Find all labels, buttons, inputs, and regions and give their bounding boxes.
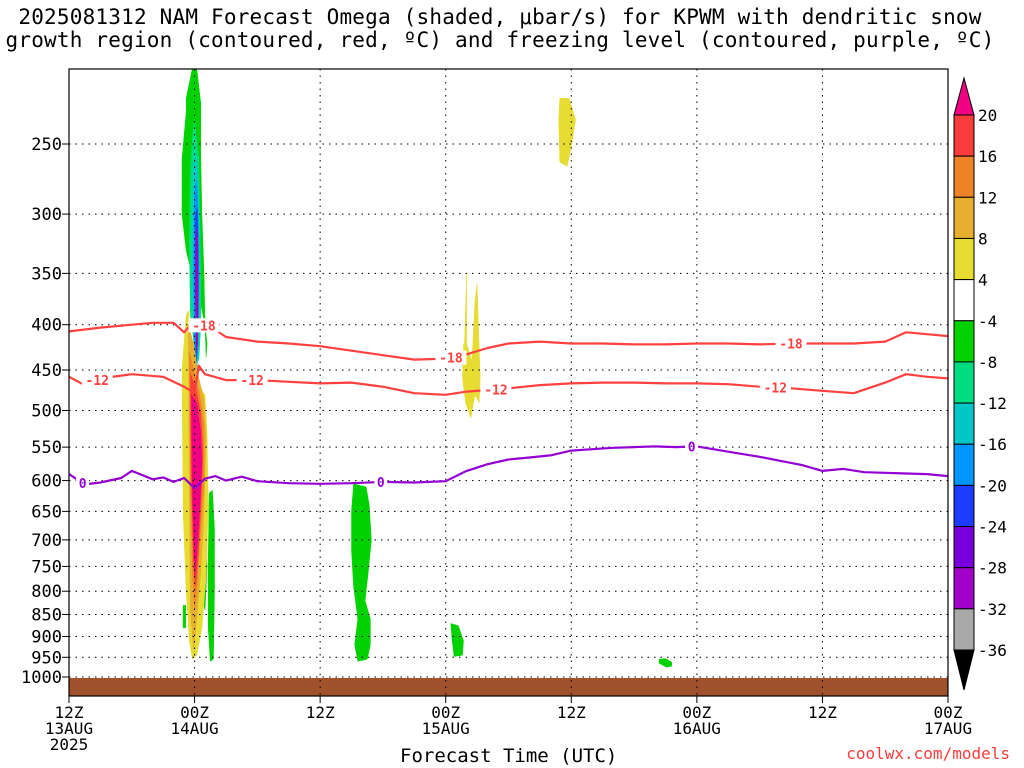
y-tick-label-550: 550 <box>31 438 62 458</box>
colorbar-segment-1 <box>954 156 974 197</box>
x-tick-label-36-1: 15AUG <box>422 719 470 738</box>
colorbar-label-12: -32 <box>978 600 1007 619</box>
omega-region-11 <box>659 659 672 668</box>
x-tick-label-48-0: 12Z <box>557 703 586 722</box>
contour-label--12-0: -12 <box>86 374 109 389</box>
omega-region-9 <box>352 484 372 662</box>
y-tick-label-700: 700 <box>31 531 62 551</box>
omega-region-10 <box>451 624 464 657</box>
contour-label-0-0: 0 <box>79 477 87 492</box>
contour-label--12-3: -12 <box>764 382 787 397</box>
y-axis: 2503003504004505005506006507007508008509… <box>21 135 69 688</box>
y-tick-label-800: 800 <box>31 582 62 602</box>
colorbar-label-13: -36 <box>978 641 1007 660</box>
x-tick-label-84-1: 17AUG <box>924 719 972 738</box>
colorbar-label-9: -20 <box>978 476 1007 495</box>
colorbar-label-10: -24 <box>978 518 1007 537</box>
y-tick-label-1000: 1000 <box>21 668 62 688</box>
colorbar-segment-9 <box>954 485 974 526</box>
y-tick-label-350: 350 <box>31 264 62 284</box>
omega-time-height-chart: -18-18-18-12 -12-12 -120 00 250300350400450… <box>0 0 1024 768</box>
contour-label-0-2: 0 <box>688 441 696 456</box>
credit-link[interactable]: coolwx.com/models <box>846 744 1010 763</box>
omega-region-6 <box>208 490 214 661</box>
omega-region-14 <box>559 98 576 166</box>
omega-region-8 <box>183 605 186 628</box>
colorbar-label-0: 20 <box>978 106 997 125</box>
colorbar-segment-0 <box>954 115 974 156</box>
contour-label--18-0: -18 <box>192 319 216 334</box>
y-tick-label-600: 600 <box>31 472 62 492</box>
colorbar-top-arrow <box>954 78 974 115</box>
colorbar-segment-12 <box>954 609 974 650</box>
y-tick-label-300: 300 <box>31 205 62 225</box>
colorbar-segment-8 <box>954 444 974 485</box>
y-tick-label-500: 500 <box>31 402 62 422</box>
x-tick-label-0-2: 2025 <box>50 735 89 754</box>
colorbar-segment-10 <box>954 527 974 568</box>
colorbar-label-8: -16 <box>978 435 1007 454</box>
colorbar-label-3: 8 <box>978 229 988 248</box>
colorbar-label-5: -4 <box>978 312 997 331</box>
y-tick-label-250: 250 <box>31 135 62 155</box>
omega-shading <box>182 68 672 668</box>
colorbar: 20 16 12 8 4 -4 -8 -12 -16 -20 -24 -28 -32 -36 <box>954 78 1007 690</box>
colorbar-label-1: 16 <box>978 147 997 166</box>
y-tick-label-850: 850 <box>31 606 62 626</box>
omega-region-13 <box>463 273 481 418</box>
ground-fill <box>69 678 948 696</box>
y-tick-label-400: 400 <box>31 316 62 336</box>
x-axis-title: Forecast Time (UTC) <box>400 745 617 767</box>
colorbar-bottom-arrow <box>954 650 974 690</box>
contour-label--12-1: -12 <box>240 374 263 389</box>
x-tick-label-24-0: 12Z <box>306 703 335 722</box>
contour-label--18-2: -18 <box>779 337 803 352</box>
colorbar-label-11: -28 <box>978 559 1007 578</box>
y-tick-label-650: 650 <box>31 502 62 522</box>
colorbar-segment-7 <box>954 403 974 444</box>
colorbar-segment-3 <box>954 238 974 279</box>
colorbar-label-4: 4 <box>978 271 988 290</box>
colorbar-segment-2 <box>954 197 974 238</box>
colorbar-segment-11 <box>954 568 974 609</box>
contour-label--18-1: -18 <box>439 352 463 367</box>
y-tick-label-750: 750 <box>31 557 62 577</box>
x-tick-label-72-0: 12Z <box>808 703 837 722</box>
colorbar-segment-6 <box>954 362 974 403</box>
y-tick-label-450: 450 <box>31 361 62 381</box>
colorbar-label-6: -8 <box>978 353 997 372</box>
colorbar-label-7: -12 <box>978 394 1007 413</box>
x-tick-label-12-1: 14AUG <box>170 719 218 738</box>
contour-label-0-1: 0 <box>377 476 385 491</box>
y-tick-label-900: 900 <box>31 627 62 647</box>
contour-label--12-2: -12 <box>484 383 507 398</box>
colorbar-segment-5 <box>954 321 974 362</box>
y-tick-label-950: 950 <box>31 648 62 668</box>
colorbar-segment-4 <box>954 280 974 321</box>
x-tick-label-60-1: 16AUG <box>673 719 721 738</box>
colorbar-label-2: 12 <box>978 188 997 207</box>
